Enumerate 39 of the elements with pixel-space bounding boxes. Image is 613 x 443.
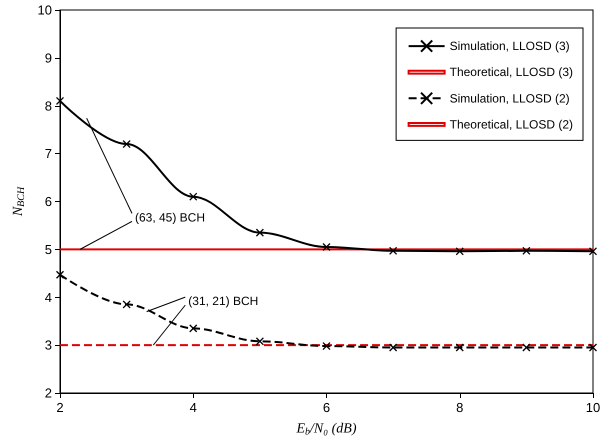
legend-label: Simulation, LLOSD (3) [450, 39, 570, 54]
y-tick-label: 6 [44, 194, 52, 209]
point [189, 324, 198, 333]
y-tick-label: 3 [44, 338, 52, 353]
y-tick-label: 2 [44, 386, 52, 400]
point [388, 343, 398, 352]
y-tick-label: 10 [38, 2, 52, 18]
point [122, 300, 131, 309]
point [56, 96, 64, 106]
legend-label: Theoretical, LLOSD (2) [450, 117, 574, 132]
point [322, 242, 331, 252]
point [388, 246, 398, 255]
point [256, 337, 264, 346]
y-tick-label: 9 [44, 50, 52, 66]
point [322, 342, 331, 350]
point [456, 247, 464, 256]
point [456, 343, 464, 352]
point [588, 247, 598, 256]
x-tick-label: 4 [190, 400, 197, 415]
y-tick-label: 5 [44, 242, 52, 257]
x-tick-label: 6 [322, 400, 330, 415]
x-tick-label: 2 [56, 400, 64, 415]
point [56, 270, 64, 279]
legend-label: Simulation, LLOSD (2) [450, 91, 570, 106]
annotation: (63, 45) BCH [134, 210, 206, 224]
y-tick-label: 7 [44, 146, 52, 162]
y-tick-label: 4 [44, 290, 52, 305]
point [588, 343, 598, 352]
point [522, 343, 531, 352]
legend-label: Theoretical, LLOSD (3) [450, 65, 574, 80]
point [256, 228, 264, 237]
point [189, 192, 198, 201]
point [122, 140, 131, 148]
x-tick-label: 8 [456, 400, 464, 415]
point [522, 246, 531, 255]
annotation: (31, 21) BCH [188, 294, 258, 308]
y-tick-label: 8 [44, 98, 52, 114]
x-tick-label: 10 [586, 400, 600, 415]
y-axis-title: NBCH [11, 186, 28, 218]
